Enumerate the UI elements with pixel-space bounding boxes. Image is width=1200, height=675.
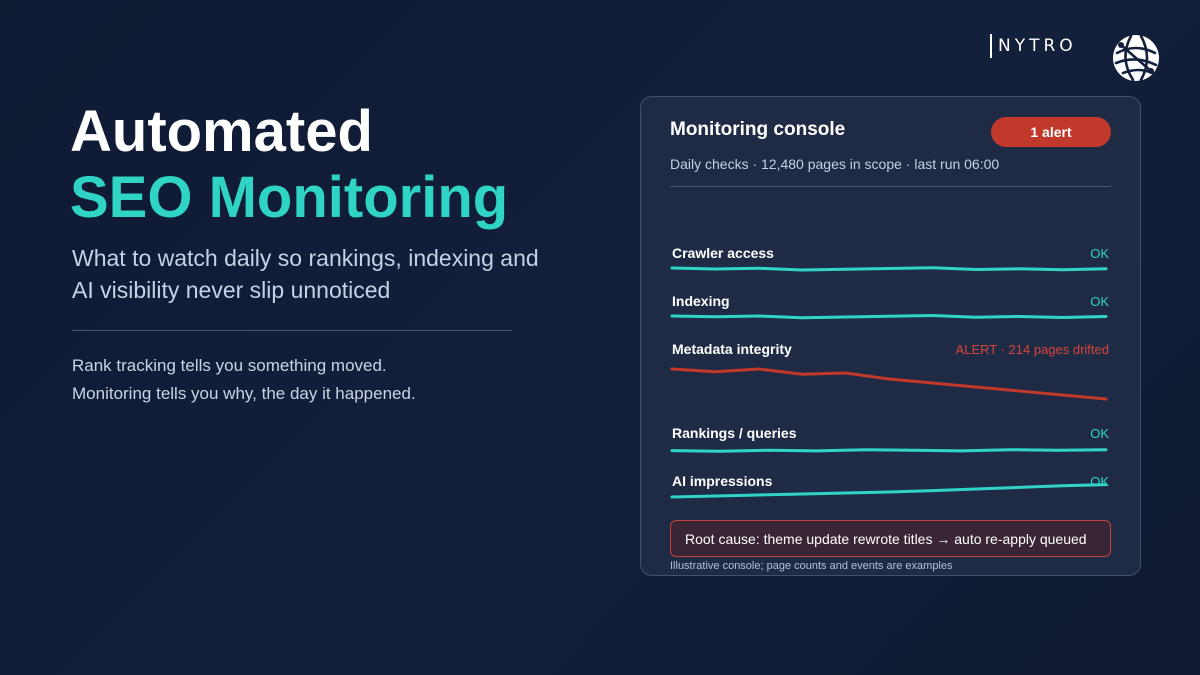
- sparkline-rankings-queries: [670, 448, 1108, 453]
- metric-status-metadata-integrity: ALERT · 214 pages drifted: [955, 342, 1109, 357]
- globe-icon: [1113, 34, 1159, 82]
- metric-label-metadata-integrity: Metadata integrity: [672, 341, 792, 357]
- metric-status-indexing: OK: [1090, 294, 1109, 309]
- hero-title-line2: SEO Monitoring: [70, 165, 509, 230]
- hero-body-line1: Rank tracking tells you something moved.: [72, 356, 387, 375]
- hero-title-line1: Automated: [70, 99, 373, 164]
- hero-subtitle: What to watch daily so rankings, indexin…: [72, 245, 539, 303]
- console-subtitle: Daily checks · 12,480 pages in scope · l…: [670, 156, 1000, 172]
- console-title: Monitoring console: [670, 119, 846, 140]
- sparkline-metadata-integrity: [670, 367, 1108, 401]
- metric-status-crawler-access: OK: [1090, 246, 1109, 261]
- metric-label-crawler-access: Crawler access: [672, 245, 774, 261]
- console-divider: [670, 186, 1111, 187]
- metric-label-indexing: Indexing: [672, 293, 730, 309]
- brand-name: NYTRO: [998, 36, 1077, 56]
- metric-label-ai-impressions: AI impressions: [672, 473, 773, 489]
- logo-bar: [990, 34, 992, 58]
- console-footnote: Illustrative console; page counts and ev…: [670, 560, 953, 572]
- hero-divider: [72, 330, 512, 331]
- monitoring-console: Monitoring console 1 alert Daily checks …: [640, 96, 1141, 576]
- sparkline-indexing: [670, 314, 1108, 320]
- sparkline-crawler-access: [670, 266, 1108, 272]
- hero-body-line2: Monitoring tells you why, the day it hap…: [72, 384, 416, 403]
- alert-badge[interactable]: 1 alert: [991, 117, 1111, 147]
- metric-label-rankings-queries: Rankings / queries: [672, 425, 797, 441]
- root-cause-banner[interactable]: Root cause: theme update rewrote titles …: [670, 520, 1111, 557]
- metric-status-rankings-queries: OK: [1090, 426, 1109, 441]
- hero-body: Rank tracking tells you something moved.…: [72, 352, 552, 408]
- brand-logo: NYTRO: [990, 34, 1077, 58]
- metric-status-ai-impressions: OK: [1090, 474, 1109, 489]
